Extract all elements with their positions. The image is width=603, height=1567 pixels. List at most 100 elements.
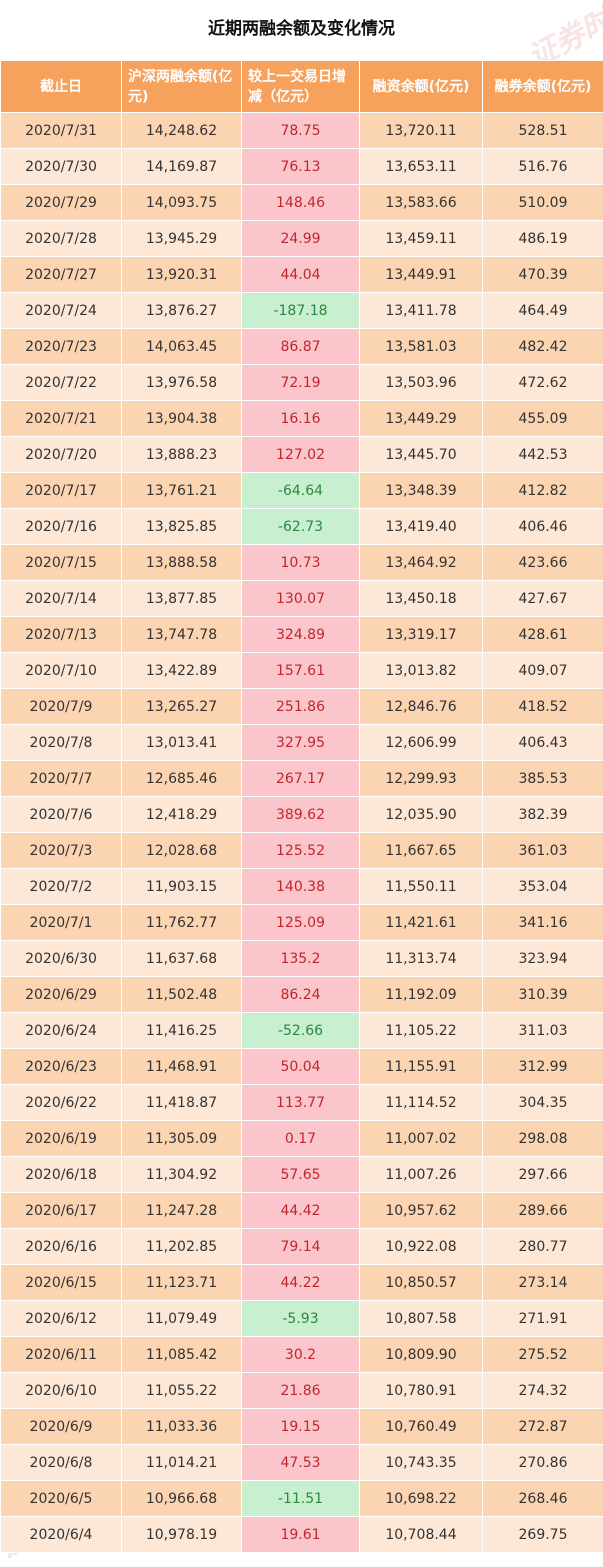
cell-date: 2020/7/17	[1, 473, 122, 509]
cell-financing-balance: 13,459.11	[360, 221, 483, 257]
cell-securities-lending-balance: 516.76	[483, 149, 603, 185]
cell-financing-balance: 13,013.82	[360, 653, 483, 689]
cell-total-balance: 13,422.89	[122, 653, 242, 689]
cell-total-balance: 13,888.58	[122, 545, 242, 581]
cell-total-balance: 11,762.77	[122, 905, 242, 941]
cell-daily-change: 76.13	[242, 149, 360, 185]
cell-total-balance: 14,169.87	[122, 149, 242, 185]
cell-financing-balance: 10,760.49	[360, 1409, 483, 1445]
cell-daily-change: 44.42	[242, 1193, 360, 1229]
cell-daily-change: 19.61	[242, 1517, 360, 1553]
cell-date: 2020/7/3	[1, 833, 122, 869]
cell-daily-change: 157.61	[242, 653, 360, 689]
cell-securities-lending-balance: 464.49	[483, 293, 603, 329]
cell-total-balance: 12,418.29	[122, 797, 242, 833]
cell-date: 2020/6/17	[1, 1193, 122, 1229]
cell-financing-balance: 13,319.17	[360, 617, 483, 653]
cell-securities-lending-balance: 470.39	[483, 257, 603, 293]
cell-date: 2020/7/24	[1, 293, 122, 329]
cell-securities-lending-balance: 273.14	[483, 1265, 603, 1301]
cell-financing-balance: 13,419.40	[360, 509, 483, 545]
cell-total-balance: 11,123.71	[122, 1265, 242, 1301]
cell-financing-balance: 11,550.11	[360, 869, 483, 905]
cell-financing-balance: 11,421.61	[360, 905, 483, 941]
cell-financing-balance: 12,606.99	[360, 725, 483, 761]
cell-securities-lending-balance: 304.35	[483, 1085, 603, 1121]
cell-financing-balance: 11,007.26	[360, 1157, 483, 1193]
cell-total-balance: 13,888.23	[122, 437, 242, 473]
cell-date: 2020/6/19	[1, 1121, 122, 1157]
cell-financing-balance: 10,698.22	[360, 1481, 483, 1517]
cell-securities-lending-balance: 428.61	[483, 617, 603, 653]
cell-financing-balance: 12,846.76	[360, 689, 483, 725]
cell-securities-lending-balance: 274.32	[483, 1373, 603, 1409]
cell-date: 2020/7/7	[1, 761, 122, 797]
header-date: 截止日	[1, 61, 122, 113]
cell-total-balance: 13,945.29	[122, 221, 242, 257]
cell-financing-balance: 13,445.70	[360, 437, 483, 473]
cell-date: 2020/7/28	[1, 221, 122, 257]
cell-date: 2020/7/21	[1, 401, 122, 437]
cell-total-balance: 11,014.21	[122, 1445, 242, 1481]
cell-date: 2020/6/22	[1, 1085, 122, 1121]
cell-financing-balance: 10,807.58	[360, 1301, 483, 1337]
cell-financing-balance: 13,581.03	[360, 329, 483, 365]
cell-daily-change: 127.02	[242, 437, 360, 473]
cell-financing-balance: 11,313.74	[360, 941, 483, 977]
cell-total-balance: 13,976.58	[122, 365, 242, 401]
cell-daily-change: -62.73	[242, 509, 360, 545]
cell-daily-change: 86.87	[242, 329, 360, 365]
cell-daily-change: 135.2	[242, 941, 360, 977]
cell-securities-lending-balance: 406.43	[483, 725, 603, 761]
cell-financing-balance: 12,299.93	[360, 761, 483, 797]
cell-securities-lending-balance: 271.91	[483, 1301, 603, 1337]
cell-daily-change: 327.95	[242, 725, 360, 761]
cell-date: 2020/6/23	[1, 1049, 122, 1085]
cell-financing-balance: 11,667.65	[360, 833, 483, 869]
cell-date: 2020/7/1	[1, 905, 122, 941]
cell-total-balance: 14,063.45	[122, 329, 242, 365]
cell-total-balance: 13,265.27	[122, 689, 242, 725]
cell-securities-lending-balance: 385.53	[483, 761, 603, 797]
cell-daily-change: 47.53	[242, 1445, 360, 1481]
cell-securities-lending-balance: 427.67	[483, 581, 603, 617]
cell-date: 2020/7/14	[1, 581, 122, 617]
header-daily-change: 较上一交易日增减（亿元）	[242, 61, 360, 113]
cell-securities-lending-balance: 289.66	[483, 1193, 603, 1229]
cell-daily-change: 251.86	[242, 689, 360, 725]
cell-securities-lending-balance: 382.39	[483, 797, 603, 833]
cell-daily-change: 125.52	[242, 833, 360, 869]
cell-daily-change: -64.64	[242, 473, 360, 509]
cell-date: 2020/7/16	[1, 509, 122, 545]
cell-securities-lending-balance: 280.77	[483, 1229, 603, 1265]
cell-total-balance: 11,903.15	[122, 869, 242, 905]
cell-total-balance: 11,305.09	[122, 1121, 242, 1157]
cell-daily-change: 267.17	[242, 761, 360, 797]
cell-financing-balance: 13,583.66	[360, 185, 483, 221]
cell-date: 2020/6/4	[1, 1517, 122, 1553]
cell-daily-change: 19.15	[242, 1409, 360, 1445]
cell-daily-change: -187.18	[242, 293, 360, 329]
cell-date: 2020/7/20	[1, 437, 122, 473]
cell-daily-change: 389.62	[242, 797, 360, 833]
cell-securities-lending-balance: 298.08	[483, 1121, 603, 1157]
cell-securities-lending-balance: 311.03	[483, 1013, 603, 1049]
cell-financing-balance: 10,780.91	[360, 1373, 483, 1409]
